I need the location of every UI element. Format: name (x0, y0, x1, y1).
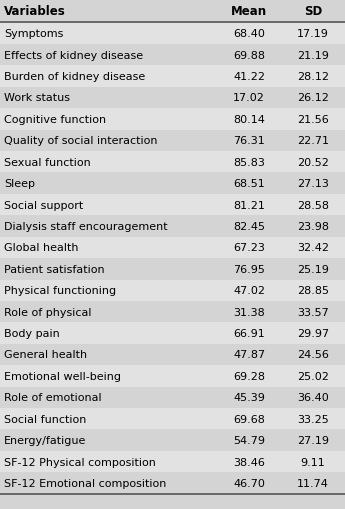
Text: 69.88: 69.88 (233, 50, 265, 61)
Bar (0, 130, 345, 152)
Text: Social support: Social support (4, 200, 83, 210)
Bar (0, 323, 345, 344)
Text: 76.95: 76.95 (233, 264, 265, 274)
Text: 41.22: 41.22 (233, 72, 265, 82)
Text: 22.71: 22.71 (297, 136, 329, 146)
Text: Quality of social interaction: Quality of social interaction (4, 136, 158, 146)
Text: Symptoms: Symptoms (4, 29, 63, 39)
Text: 46.70: 46.70 (233, 478, 265, 488)
Text: 82.45: 82.45 (233, 221, 265, 232)
Text: Mean: Mean (231, 5, 267, 18)
Bar (0, 88, 345, 109)
Text: Dialysis staff encouragement: Dialysis staff encouragement (4, 221, 168, 232)
Text: 26.12: 26.12 (297, 93, 329, 103)
Text: 31.38: 31.38 (233, 307, 265, 317)
Text: SF-12 Physical composition: SF-12 Physical composition (4, 457, 156, 467)
Text: 27.19: 27.19 (297, 435, 329, 445)
Bar (0, 408, 345, 430)
Text: Effects of kidney disease: Effects of kidney disease (4, 50, 143, 61)
Bar (0, 173, 345, 194)
Text: Burden of kidney disease: Burden of kidney disease (4, 72, 145, 82)
Text: 9.11: 9.11 (301, 457, 325, 467)
Text: 68.40: 68.40 (233, 29, 265, 39)
Text: Cognitive function: Cognitive function (4, 115, 106, 125)
Text: 68.51: 68.51 (233, 179, 265, 189)
Text: Global health: Global health (4, 243, 79, 253)
Bar (0, 237, 345, 259)
Bar (0, 301, 345, 323)
Bar (0, 259, 345, 280)
Text: Energy/fatigue: Energy/fatigue (4, 435, 87, 445)
Text: 33.25: 33.25 (297, 414, 329, 424)
Text: 17.19: 17.19 (297, 29, 329, 39)
Bar (0, 194, 345, 216)
Bar (0, 430, 345, 451)
Text: 24.56: 24.56 (297, 350, 329, 360)
Bar (0, 365, 345, 387)
Text: Variables: Variables (4, 5, 66, 18)
Text: Role of physical: Role of physical (4, 307, 92, 317)
Text: Emotional well-being: Emotional well-being (4, 371, 121, 381)
Bar (0, 45, 345, 66)
Text: 23.98: 23.98 (297, 221, 329, 232)
Text: 11.74: 11.74 (297, 478, 329, 488)
Text: General health: General health (4, 350, 87, 360)
Text: 76.31: 76.31 (233, 136, 265, 146)
Text: 67.23: 67.23 (233, 243, 265, 253)
Text: 47.02: 47.02 (233, 286, 265, 296)
Text: Sexual function: Sexual function (4, 157, 91, 167)
Bar (0, 152, 345, 173)
Text: 21.56: 21.56 (297, 115, 329, 125)
Text: SF-12 Emotional composition: SF-12 Emotional composition (4, 478, 167, 488)
Text: 20.52: 20.52 (297, 157, 329, 167)
Bar (0, 23, 345, 45)
Text: 17.02: 17.02 (233, 93, 265, 103)
Text: 45.39: 45.39 (233, 392, 265, 403)
Text: 28.58: 28.58 (297, 200, 329, 210)
Bar (0, 216, 345, 237)
Bar (0, 66, 345, 88)
Text: 36.40: 36.40 (297, 392, 329, 403)
Text: 32.42: 32.42 (297, 243, 329, 253)
Bar (0, 344, 345, 365)
Text: 38.46: 38.46 (233, 457, 265, 467)
Text: 69.28: 69.28 (233, 371, 265, 381)
Bar (0, 109, 345, 130)
Text: 21.19: 21.19 (297, 50, 329, 61)
Text: 47.87: 47.87 (233, 350, 265, 360)
Text: 25.19: 25.19 (297, 264, 329, 274)
Text: 33.57: 33.57 (297, 307, 329, 317)
Bar (0, 472, 345, 494)
Text: 54.79: 54.79 (233, 435, 265, 445)
Text: 69.68: 69.68 (233, 414, 265, 424)
Text: 85.83: 85.83 (233, 157, 265, 167)
Bar (0, 387, 345, 408)
Bar (0, 280, 345, 301)
Text: 28.12: 28.12 (297, 72, 329, 82)
Text: 29.97: 29.97 (297, 328, 329, 338)
Text: 66.91: 66.91 (233, 328, 265, 338)
Text: Patient satisfation: Patient satisfation (4, 264, 105, 274)
Text: Physical functioning: Physical functioning (4, 286, 116, 296)
Text: Sleep: Sleep (4, 179, 35, 189)
Text: 28.85: 28.85 (297, 286, 329, 296)
Text: 80.14: 80.14 (233, 115, 265, 125)
Text: Body pain: Body pain (4, 328, 60, 338)
Bar (0, 451, 345, 472)
Text: Work status: Work status (4, 93, 70, 103)
Text: 27.13: 27.13 (297, 179, 329, 189)
Text: 81.21: 81.21 (233, 200, 265, 210)
Text: Social function: Social function (4, 414, 87, 424)
Bar (0, 0, 345, 23)
Text: 25.02: 25.02 (297, 371, 329, 381)
Text: SD: SD (304, 5, 322, 18)
Text: Role of emotional: Role of emotional (4, 392, 102, 403)
